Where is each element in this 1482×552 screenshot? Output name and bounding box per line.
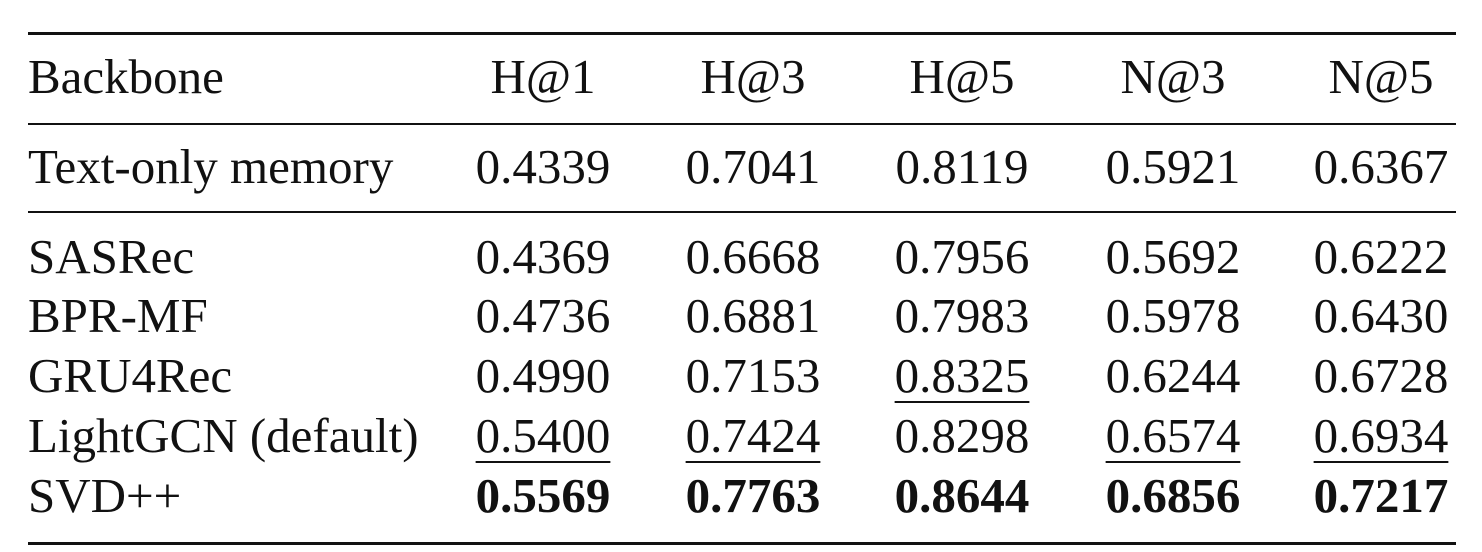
metric-value: 0.7153	[685, 348, 821, 403]
metric-value: 0.7763	[685, 468, 821, 523]
backbone-name: SVD++	[28, 468, 182, 523]
metric-value: 0.6574	[1105, 408, 1241, 463]
backbone-name: BPR-MF	[28, 288, 208, 343]
metric-value: 0.8298	[894, 408, 1030, 463]
metric-value: 0.7041	[685, 139, 821, 194]
metric-value: 0.6728	[1313, 348, 1449, 403]
metric-value: 0.5692	[1105, 229, 1241, 284]
column-header: H@1	[490, 49, 596, 104]
metric-value: 0.5921	[1105, 139, 1241, 194]
bottom-rule	[28, 542, 1456, 545]
metric-value: 0.8644	[894, 468, 1030, 523]
metric-value: 0.6934	[1313, 408, 1449, 463]
column-header: H@3	[700, 49, 806, 104]
metric-value: 0.4339	[475, 139, 611, 194]
metric-value: 0.7217	[1313, 468, 1449, 523]
backbone-name: SASRec	[28, 229, 195, 284]
column-header: N@5	[1328, 49, 1434, 104]
column-header: N@3	[1120, 49, 1226, 104]
column-header: H@5	[909, 49, 1015, 104]
metric-value: 0.5569	[475, 468, 611, 523]
metric-value: 0.6856	[1105, 468, 1241, 523]
metric-value: 0.6668	[685, 229, 821, 284]
row-header-label: Backbone	[28, 49, 224, 104]
metric-value: 0.7956	[894, 229, 1030, 284]
metric-value: 0.6430	[1313, 288, 1449, 343]
metric-value: 0.7983	[894, 288, 1030, 343]
metric-value: 0.6367	[1313, 139, 1449, 194]
backbone-name: GRU4Rec	[28, 348, 233, 403]
metric-value: 0.6222	[1313, 229, 1449, 284]
backbone-name: Text-only memory	[28, 139, 394, 194]
metric-value: 0.8119	[895, 139, 1029, 194]
metric-value: 0.6244	[1105, 348, 1241, 403]
backbone-name: LightGCN (default)	[28, 408, 419, 463]
metric-value: 0.4990	[475, 348, 611, 403]
metric-value: 0.4369	[475, 229, 611, 284]
group-rule	[28, 211, 1456, 213]
metric-value: 0.6881	[685, 288, 821, 343]
metric-value: 0.4736	[475, 288, 611, 343]
metric-value: 0.5978	[1105, 288, 1241, 343]
metric-value: 0.5400	[475, 408, 611, 463]
metric-value: 0.7424	[685, 408, 821, 463]
metric-value: 0.8325	[894, 348, 1030, 403]
header-rule	[28, 123, 1456, 125]
top-rule	[28, 32, 1456, 35]
